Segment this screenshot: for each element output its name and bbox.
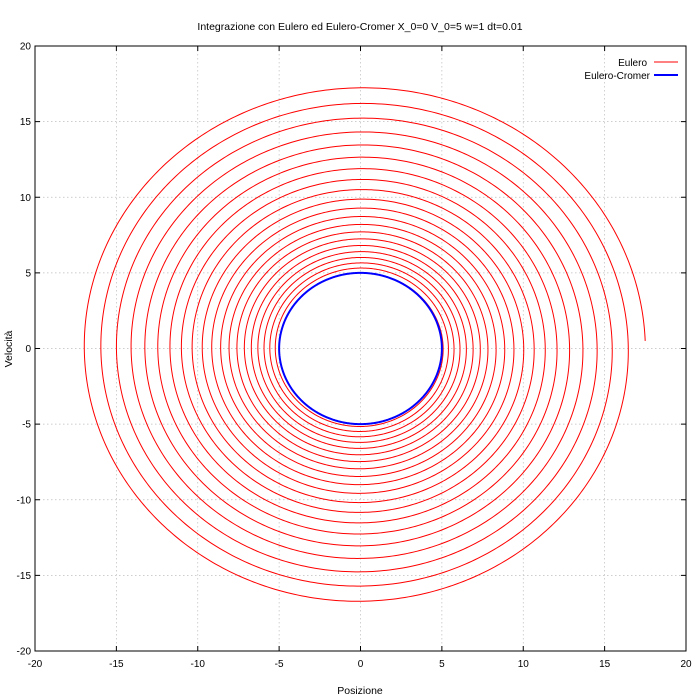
x-tick-label: 20 xyxy=(680,659,692,670)
y-tick-label: 20 xyxy=(20,42,32,53)
grid xyxy=(35,46,686,651)
y-tick-label: 15 xyxy=(20,117,32,128)
tick-labels: -20 -15 -10 -5 0 5 10 15 20 -20 -15 -10 -5 0 5 10 15 20 xyxy=(17,42,692,671)
y-tick-label: -10 xyxy=(17,495,32,506)
x-axis-label: Posizione xyxy=(337,685,383,697)
y-tick-label: 10 xyxy=(20,193,32,204)
y-tick-label: 5 xyxy=(25,268,31,279)
series-eulero-line xyxy=(83,87,646,602)
y-tick-label: -15 xyxy=(17,571,32,582)
series-layer xyxy=(83,87,646,602)
y-axis-label: Velocità xyxy=(3,330,15,367)
x-tick-label: -10 xyxy=(191,659,206,670)
x-tick-label: 0 xyxy=(358,659,364,670)
x-tick-label: 15 xyxy=(599,659,611,670)
legend-label-eulero: Eulero xyxy=(618,58,647,69)
y-tick-label: -20 xyxy=(17,647,32,658)
x-tick-label: -15 xyxy=(109,659,124,670)
legend: Eulero Eulero-Cromer xyxy=(584,58,678,82)
x-tick-label: -5 xyxy=(275,659,284,670)
x-tick-label: -20 xyxy=(28,659,43,670)
legend-label-eulero-cromer: Eulero-Cromer xyxy=(584,71,650,82)
chart-title: Integrazione con Eulero ed Eulero-Cromer… xyxy=(197,21,522,33)
y-tick-label: 0 xyxy=(25,344,31,355)
series-eulero-cromer-line xyxy=(278,271,443,426)
axis-ticks xyxy=(34,45,687,652)
x-tick-label: 5 xyxy=(439,659,445,670)
x-tick-label: 10 xyxy=(518,659,530,670)
y-tick-label: -5 xyxy=(22,420,31,431)
